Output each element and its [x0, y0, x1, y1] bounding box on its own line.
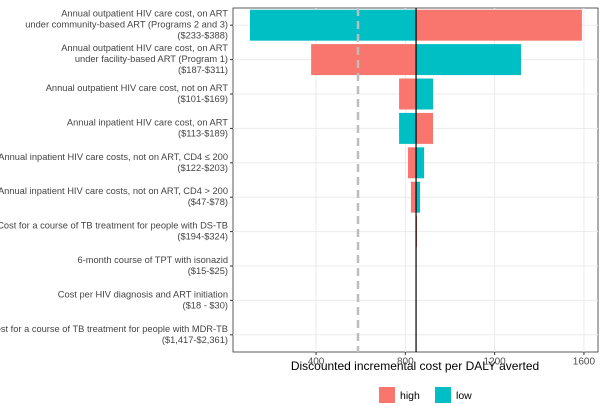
category-label: under facility-based ART (Program 1)	[75, 54, 228, 64]
category-label: under community-based ART (Programs 2 an…	[25, 20, 228, 30]
category-label: Cost for a course of TB treatment for pe…	[0, 324, 228, 334]
legend-swatch	[435, 387, 451, 403]
category-label: ($122-$203)	[177, 163, 228, 173]
bar	[410, 181, 417, 213]
bar	[399, 78, 417, 110]
category-label: Annual outpatient HIV care cost, on ART	[61, 9, 228, 19]
category-label: Annual outpatient HIV care cost, on ART	[61, 43, 228, 53]
x-tick-label: 1600	[573, 357, 596, 368]
category-label: Annual inpatient HIV care costs, not on …	[0, 152, 228, 162]
bar	[416, 181, 421, 213]
category-label: ($194-$324)	[177, 232, 228, 242]
category-label: ($18 - $30)	[183, 300, 228, 310]
bar	[311, 44, 417, 76]
bar	[408, 147, 417, 179]
x-tick-label: 1200	[484, 357, 507, 368]
legend-label: low	[456, 390, 472, 402]
bar	[399, 112, 417, 144]
x-tick-label: 400	[308, 357, 325, 368]
bar	[416, 147, 425, 179]
category-label: Annual outpatient HIV care cost, not on …	[46, 83, 229, 93]
x-tick-label: 800	[397, 357, 414, 368]
category-label: ($187-$311)	[178, 65, 228, 75]
legend-label: high	[400, 390, 420, 402]
category-label: Annual inpatient HIV care costs, not on …	[0, 186, 228, 196]
legend-swatch	[379, 387, 395, 403]
category-label: Cost for a course of TB treatment for pe…	[0, 221, 228, 231]
category-label: ($101-$169)	[177, 94, 228, 104]
category-label: Cost per HIV diagnosis and ART initiatio…	[58, 289, 228, 299]
category-label: ($47-$78)	[188, 197, 228, 207]
category-label: ($1,417-$2,361)	[162, 335, 228, 345]
bar	[416, 44, 521, 76]
bar	[249, 9, 417, 41]
bar	[416, 78, 434, 110]
category-label: ($233-$388)	[177, 31, 228, 41]
bar	[416, 112, 434, 144]
category-label: ($15-$25)	[188, 266, 228, 276]
category-label: ($113-$189)	[178, 128, 228, 138]
category-label: Annual inpatient HIV care cost, on ART	[67, 117, 228, 127]
category-label: 6-month course of TPT with isonazid	[77, 255, 228, 265]
bar	[416, 9, 582, 41]
x-axis-label: Discounted incremental cost per DALY ave…	[291, 359, 539, 373]
